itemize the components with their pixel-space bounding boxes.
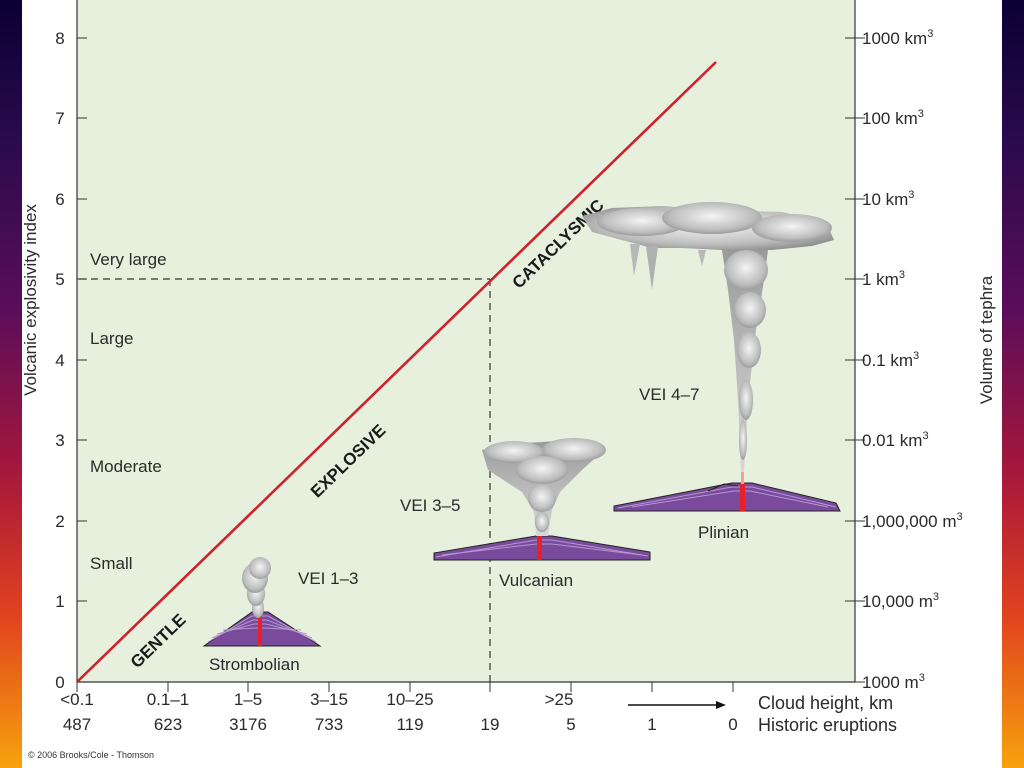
eruption-count: 5 (566, 715, 575, 734)
left-axis-ticks (77, 37, 87, 683)
vei-label-plinian: VEI 4–7 (639, 385, 700, 404)
left-tick-label: 2 (55, 512, 64, 531)
cloud-height-axis-label: Cloud height, km (758, 693, 893, 713)
right-axis-ticks (845, 37, 865, 683)
right-tick-label: 1000 km3 (862, 28, 933, 48)
right-tick-label: 100 km3 (862, 108, 924, 128)
left-tick-label: 3 (55, 431, 64, 450)
vulcanian-label: Vulcanian (499, 571, 573, 590)
strombolian-label: Strombolian (209, 655, 300, 674)
bottom-axis-ticks (76, 682, 734, 692)
right-tick-label: 1 km3 (862, 269, 905, 289)
size-label-small: Small (90, 554, 133, 573)
cloud-height-label: 0.1–1 (147, 690, 190, 709)
right-tick-label: 10,000 m3 (862, 591, 939, 611)
right-tick-label: 1000 m3 (862, 672, 925, 692)
cloud-height-label: 3–15 (310, 690, 348, 709)
right-tick-label: 0.01 km3 (862, 430, 929, 450)
strombolian-volcano (202, 557, 322, 647)
copyright-credit: © 2006 Brooks/Cole - Thomson (28, 750, 155, 760)
eruption-count: 487 (63, 715, 91, 734)
right-axis-title: Volume of tephra (977, 275, 996, 404)
size-label-moderate: Moderate (90, 457, 162, 476)
eruption-count: 733 (315, 715, 343, 734)
explosivity-line (76, 61, 717, 683)
plinian-volcano (582, 202, 841, 512)
left-tick-label: 8 (55, 29, 64, 48)
historic-eruptions-label: Historic eruptions (758, 715, 897, 735)
arrow-head-icon (716, 701, 726, 709)
vei-label-vulcanian: VEI 3–5 (400, 496, 461, 515)
right-tick-label: 10 km3 (862, 189, 914, 209)
right-tick-label: 1,000,000 m3 (862, 511, 963, 531)
size-label-large: Large (90, 329, 133, 348)
vulcanian-volcano (433, 438, 651, 561)
eruption-count: 19 (481, 715, 500, 734)
cloud-height-label: >25 (545, 690, 574, 709)
eruption-count: 623 (154, 715, 182, 734)
cloud-height-label: <0.1 (60, 690, 94, 709)
left-tick-label: 0 (55, 673, 64, 692)
left-tick-label: 5 (55, 270, 64, 289)
plinian-label: Plinian (698, 523, 749, 542)
eruption-count: 119 (396, 715, 423, 734)
vei-label-strombolian: VEI 1–3 (298, 569, 359, 588)
eruption-count: 3176 (229, 715, 267, 734)
right-tick-label: 0.1 km3 (862, 350, 919, 370)
eruption-count: 1 (647, 715, 656, 734)
left-tick-label: 7 (55, 109, 64, 128)
left-tick-label: 1 (55, 592, 64, 611)
size-label-very-large: Very large (90, 250, 167, 269)
plot-area (77, 0, 855, 682)
cloud-height-label: 1–5 (234, 690, 262, 709)
slide: 0 1 2 3 4 5 6 7 8 Volcanic explosivity i… (22, 0, 1002, 768)
vei-figure: 0 1 2 3 4 5 6 7 8 Volcanic explosivity i… (22, 0, 996, 735)
cloud-height-label: 10–25 (386, 690, 433, 709)
left-tick-label: 6 (55, 190, 64, 209)
left-axis-title: Volcanic explosivity index (22, 204, 40, 396)
left-tick-label: 4 (55, 351, 64, 370)
eruption-count: 0 (728, 715, 737, 734)
